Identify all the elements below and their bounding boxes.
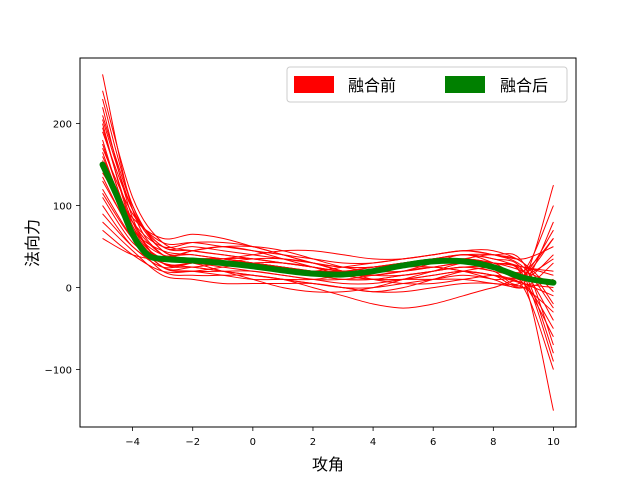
x-tick-label: 10 [547, 437, 560, 448]
x-tick-label: 8 [490, 437, 496, 448]
x-axis-title: 攻角 [312, 455, 344, 474]
series-before-line-28 [102, 152, 554, 285]
x-tick-label: 4 [370, 437, 376, 448]
legend-frame [286, 66, 568, 103]
series-before-line-23 [102, 160, 554, 293]
series-before-line-20 [102, 98, 554, 269]
y-tick-label: 0 [66, 284, 72, 295]
legend-swatch-before [294, 76, 334, 93]
series-after-line [99, 161, 557, 286]
y-tick-label: 200 [53, 120, 72, 131]
legend-label-before: 融合前 [348, 76, 396, 95]
legend-swatch-after [445, 76, 485, 93]
x-tick-label: 6 [430, 437, 436, 448]
x-axis: −4 −2 0 2 4 6 8 10 [125, 427, 560, 448]
y-tick-label: −100 [45, 366, 72, 377]
x-tick-label: −2 [185, 437, 200, 448]
plot-frame [79, 57, 577, 428]
y-tick-label: 100 [53, 202, 72, 213]
legend: 融合前 融合后 [286, 66, 568, 103]
series-before-line-17 [102, 221, 554, 293]
y-axis: −100 0 100 200 [45, 120, 80, 377]
x-tick-label: 2 [310, 437, 316, 448]
x-tick-label: 0 [250, 437, 256, 448]
plot-lines [99, 74, 557, 411]
y-axis-title: 法向力 [23, 219, 42, 267]
series-before-line-21 [102, 127, 554, 329]
series-before-line-27 [102, 119, 554, 309]
legend-label-after: 融合后 [500, 76, 548, 95]
x-tick-label: −4 [125, 437, 140, 448]
